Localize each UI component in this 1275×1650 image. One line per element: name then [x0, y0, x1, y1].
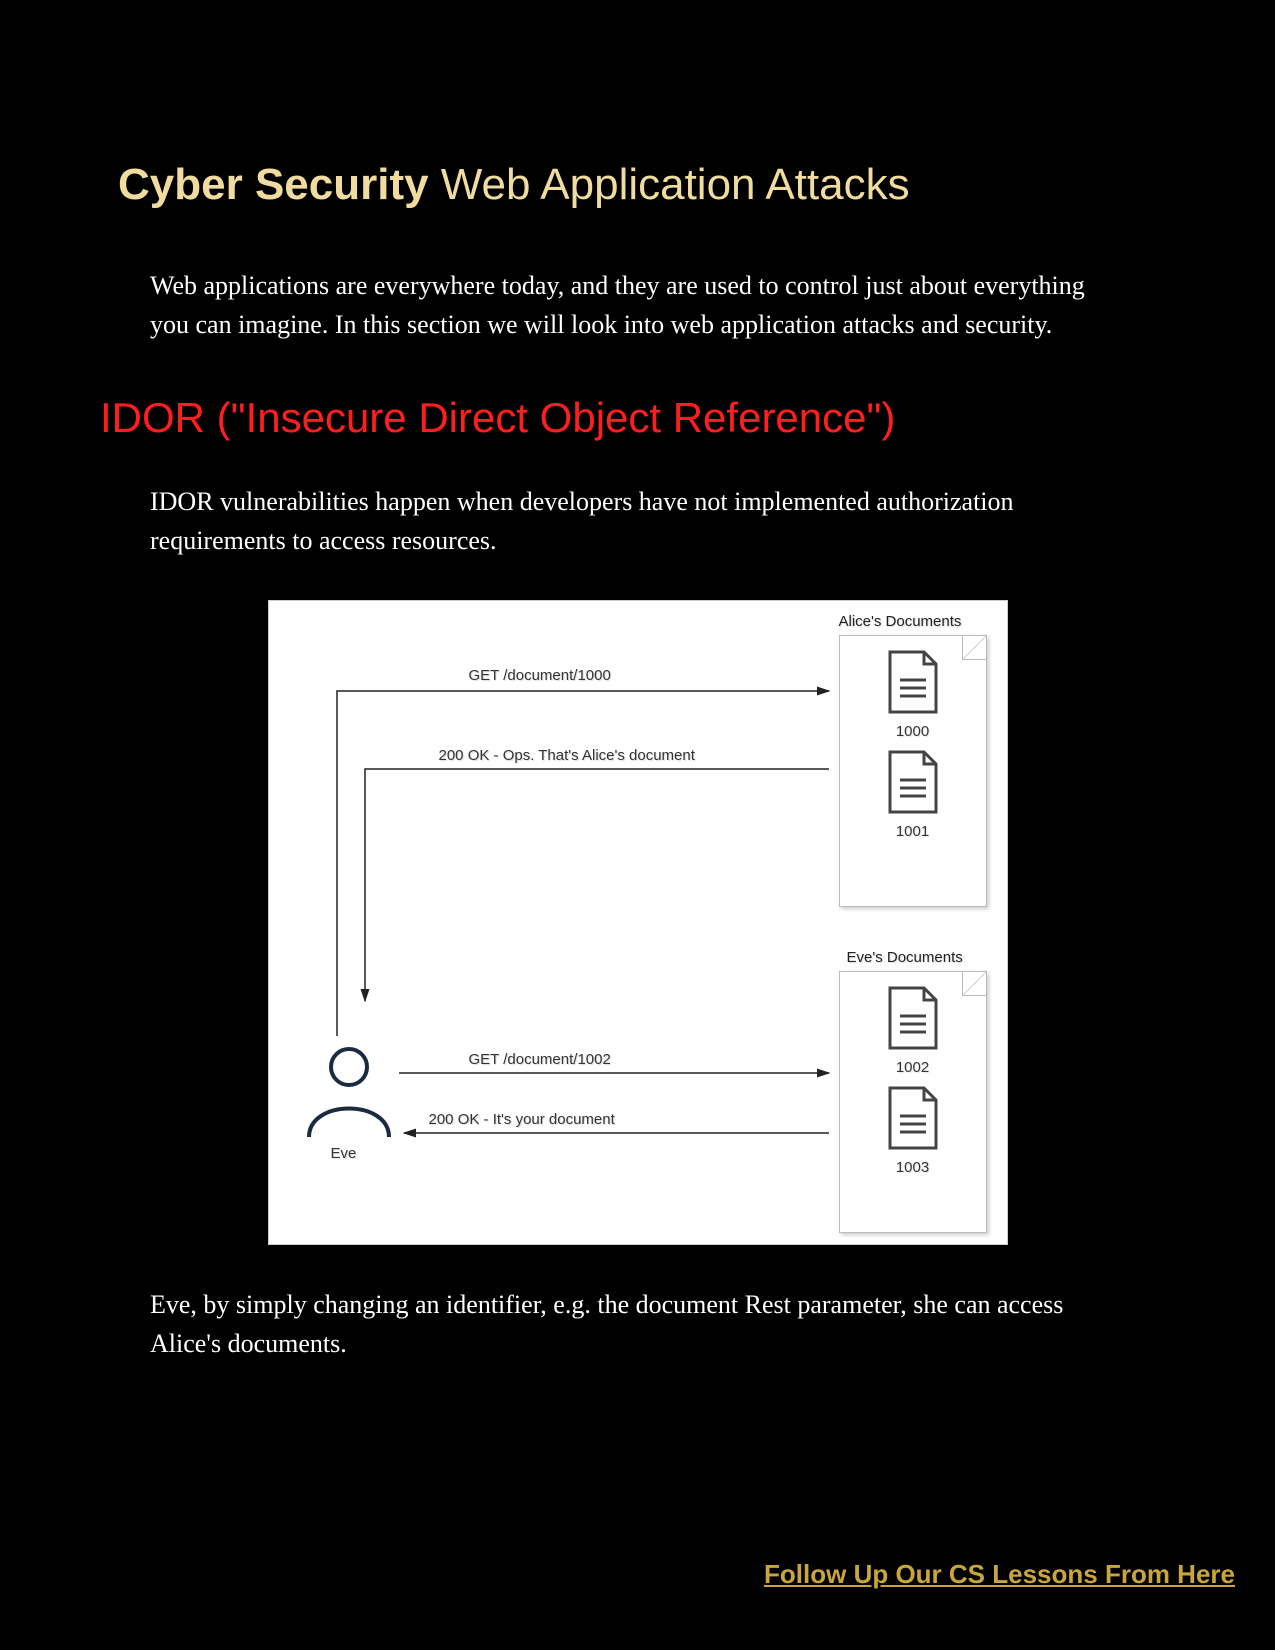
idor-diagram: Alice's Documents 1000	[268, 600, 1008, 1245]
document-icon	[840, 986, 986, 1057]
alice-docs-box: 1000 1001	[839, 635, 987, 907]
title-rest: Web Application Attacks	[429, 160, 910, 209]
document-icon	[840, 1086, 986, 1157]
idor-intro-paragraph: IDOR vulnerabilities happen when develop…	[150, 482, 1130, 560]
eve-docs-box: 1002 1003	[839, 971, 987, 1233]
intro-paragraph: Web applications are everywhere today, a…	[150, 266, 1100, 344]
user-label: Eve	[331, 1145, 357, 1162]
title-bold: Cyber Security	[118, 160, 429, 209]
document-icon	[840, 650, 986, 721]
footer-cs-lessons-link[interactable]: Follow Up Our CS Lessons From Here	[764, 1559, 1235, 1590]
eve-docs-title: Eve's Documents	[847, 949, 963, 966]
alice-docs-title: Alice's Documents	[839, 613, 962, 630]
doc-id-label: 1001	[840, 823, 986, 840]
folded-corner-icon	[962, 636, 986, 660]
page-title: Cyber Security Web Application Attacks	[118, 160, 1175, 210]
response-label: 200 OK - Ops. That's Alice's document	[439, 747, 695, 764]
document-icon	[840, 750, 986, 821]
conclusion-paragraph: Eve, by simply changing an identifier, e…	[150, 1285, 1130, 1363]
response-label: 200 OK - It's your document	[429, 1111, 615, 1128]
doc-id-label: 1002	[840, 1059, 986, 1076]
user-icon	[299, 1039, 399, 1144]
doc-id-label: 1003	[840, 1159, 986, 1176]
request-label: GET /document/1000	[469, 667, 611, 684]
idor-heading: IDOR ("Insecure Direct Object Reference"…	[100, 394, 1175, 442]
folded-corner-icon	[962, 972, 986, 996]
page-container: Cyber Security Web Application Attacks W…	[0, 0, 1275, 1363]
diagram-wrapper: Alice's Documents 1000	[100, 600, 1175, 1245]
request-label: GET /document/1002	[469, 1051, 611, 1068]
doc-id-label: 1000	[840, 723, 986, 740]
